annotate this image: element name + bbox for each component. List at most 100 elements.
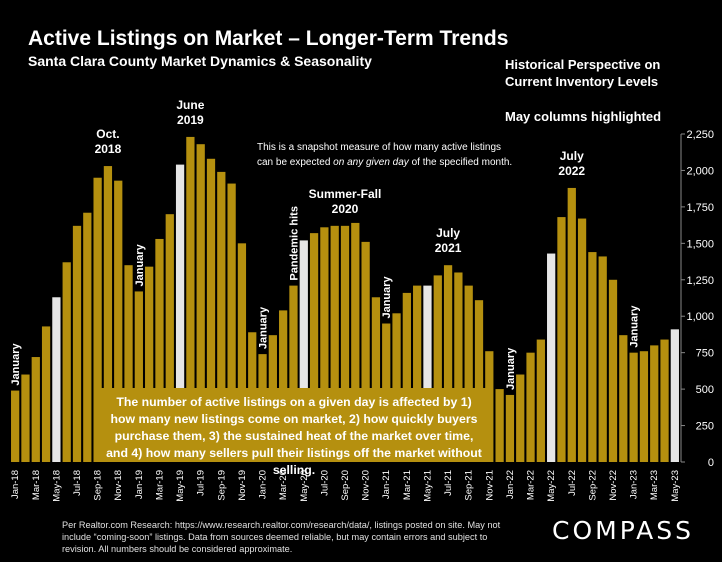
x-tick-label: May-18 (51, 470, 62, 502)
bar-may-19 (175, 164, 185, 463)
bar-mar-18 (31, 357, 40, 462)
bar-jul-22 (567, 187, 576, 462)
bar-aug-18 (83, 212, 92, 462)
y-tick-label: 1,500 (686, 238, 714, 250)
x-tick-label: Sep-21 (464, 470, 475, 501)
month-annotation: January (629, 305, 641, 348)
snapshot-note-line-1: This is a snapshot measure of how many a… (257, 142, 501, 153)
month-annotation: January (258, 306, 270, 349)
bar-jun-18 (62, 262, 71, 462)
snapshot-note-post: of the specified month. (409, 157, 512, 168)
bar-apr-22 (536, 339, 545, 462)
month-annotation: Pandemic hits (288, 206, 300, 281)
y-tick-label: 250 (696, 421, 714, 433)
bar-may-18 (52, 297, 61, 462)
x-tick-label: Jan-23 (629, 470, 640, 499)
y-tick-label: 1,250 (686, 275, 714, 287)
right-note-line-2: Current Inventory Levels (505, 74, 658, 89)
bar-feb-19 (145, 266, 154, 462)
bar-oct-21 (474, 300, 484, 462)
x-tick-label: May-22 (546, 470, 557, 502)
bar-feb-23 (639, 351, 649, 462)
bar-feb-21 (392, 313, 401, 462)
x-tick-label: Jul-19 (196, 470, 207, 496)
bar-mar-23 (650, 345, 659, 462)
bar-oct-19 (227, 183, 236, 462)
peak-annotation: July (560, 149, 584, 163)
snapshot-note-pre: can be expected (257, 157, 333, 168)
bar-may-23 (670, 329, 679, 462)
chart-title: Active Listings on Market – Longer-Term … (28, 27, 508, 50)
y-tick-label: 1,750 (686, 202, 714, 214)
bar-mar-20 (279, 310, 288, 462)
x-tick-label: Nov-22 (608, 470, 619, 501)
month-annotation: January (381, 275, 393, 318)
peak-annotation: July (436, 226, 460, 240)
peak-annotation: Oct. (96, 127, 119, 141)
bar-dec-22 (619, 335, 628, 462)
x-tick-label: Nov-21 (484, 470, 495, 501)
bar-dec-18 (124, 265, 133, 462)
right-note-line-1: Historical Perspective on (505, 57, 660, 72)
peak-annotation-year: 2020 (332, 202, 359, 216)
bar-nov-22 (608, 279, 618, 462)
bar-oct-20 (351, 222, 360, 462)
bar-jan-18 (11, 390, 20, 462)
peak-annotation-year: 2022 (558, 164, 585, 178)
x-tick-label: Jan-22 (505, 470, 516, 499)
x-tick-label: May-23 (670, 470, 681, 502)
x-tick-label: Mar-18 (31, 470, 42, 500)
chart-annotations: Oct.2018June2019Summer-Fall2020July2021J… (10, 98, 640, 390)
bar-sep-21 (464, 285, 473, 462)
x-tick-label: Jan-20 (258, 470, 269, 499)
bar-jul-20 (320, 227, 329, 462)
y-tick-label: 1,000 (686, 311, 714, 323)
bar-sep-22 (588, 252, 597, 462)
bar-nov-18 (114, 180, 123, 462)
month-annotation: January (10, 342, 22, 385)
x-tick-label: May-21 (422, 470, 433, 502)
bar-jun-22 (557, 217, 566, 462)
x-tick-label: Sep-19 (216, 470, 227, 501)
bar-sep-18 (93, 177, 102, 463)
x-tick-label: Nov-19 (237, 470, 248, 501)
bar-apr-19 (165, 214, 174, 462)
bar-jan-23 (629, 352, 638, 462)
x-tick-label: May-20 (299, 470, 310, 502)
bar-jun-20 (309, 233, 319, 462)
bar-feb-22 (516, 374, 525, 462)
x-tick-label: Sep-22 (587, 470, 598, 501)
bar-jan-19 (134, 291, 143, 462)
peak-annotation-year: 2018 (95, 142, 122, 156)
bar-aug-20 (330, 225, 339, 462)
x-tick-label: Jan-19 (134, 470, 145, 499)
chart-subtitle: Santa Clara County Market Dynamics & Sea… (28, 53, 372, 69)
bar-jan-22 (505, 394, 515, 462)
bar-may-21 (423, 285, 432, 462)
bar-mar-19 (155, 238, 164, 462)
x-tick-label: Mar-22 (526, 470, 537, 500)
bar-jun-21 (433, 275, 442, 462)
right-note-line-3: May columns highlighted (505, 109, 661, 124)
y-tick-label: 2,000 (686, 165, 714, 177)
bar-jul-18 (72, 225, 82, 462)
bar-apr-21 (413, 285, 422, 462)
x-tick-label: Jan-18 (10, 470, 21, 499)
compass-logo: COMPASS (552, 516, 695, 545)
x-tick-label: Mar-21 (402, 470, 413, 500)
y-tick-label: 500 (696, 384, 714, 396)
peak-annotation-year: 2019 (177, 113, 204, 127)
x-tick-label: Sep-20 (340, 470, 351, 501)
x-tick-label: Nov-18 (113, 470, 124, 501)
bar-apr-18 (41, 326, 51, 462)
explanation-callout: The number of active listings on a given… (96, 388, 492, 477)
x-tick-label: Mar-23 (649, 470, 660, 500)
bar-oct-18 (103, 166, 113, 462)
bar-nov-20 (361, 241, 370, 462)
x-tick-label: Jul-18 (72, 470, 83, 496)
bar-dec-20 (371, 297, 381, 462)
x-tick-label: Nov-20 (361, 470, 372, 501)
snapshot-note-line-2: can be expected on any given day of the … (257, 157, 512, 168)
x-tick-label: Jul-20 (319, 470, 330, 496)
